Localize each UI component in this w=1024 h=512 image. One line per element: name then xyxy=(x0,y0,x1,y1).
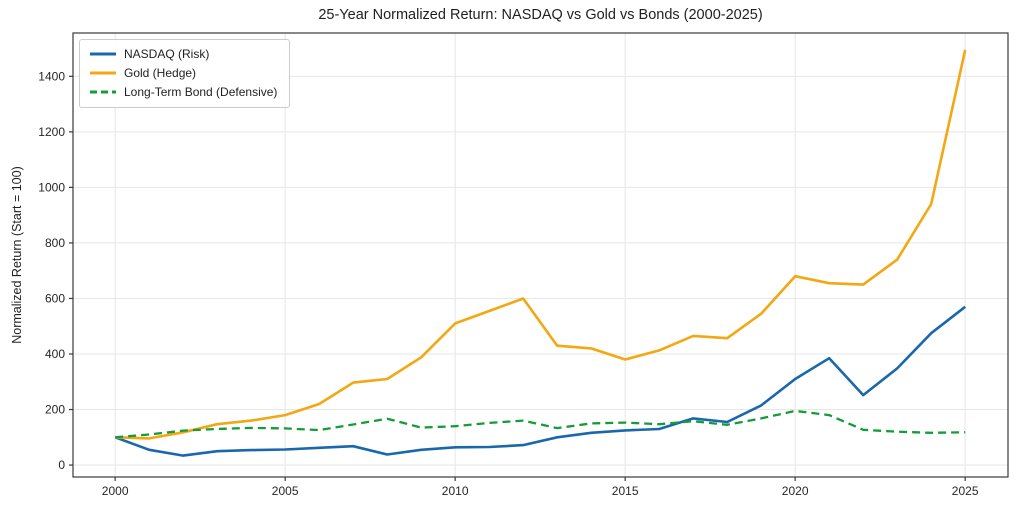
legend-line-swatch xyxy=(90,52,116,56)
series-line-gold-hedge xyxy=(115,49,967,440)
legend: NASDAQ (Risk) Gold (Hedge) Long-Term Bond … xyxy=(79,39,291,108)
x-tick-label: 2020 xyxy=(782,484,809,498)
y-tick-label: 600 xyxy=(45,291,65,305)
chart-title: 25-Year Normalized Return: NASDAQ vs Gol… xyxy=(318,7,763,23)
y-tick-label: 400 xyxy=(45,347,65,361)
series-line-long-term-bond-defensive xyxy=(115,409,966,439)
legend-item: NASDAQ (Risk) xyxy=(90,47,277,61)
y-tick-label: 0 xyxy=(58,458,65,472)
plot-border xyxy=(72,32,1009,478)
series-line-nasdaq-risk xyxy=(114,305,966,457)
x-tick-label: 2010 xyxy=(442,484,469,498)
legend-item: Long-Term Bond (Defensive) xyxy=(90,85,277,99)
x-tick-label: 2025 xyxy=(952,484,979,498)
x-tick-label: 2000 xyxy=(102,484,129,498)
y-tick-label: 1000 xyxy=(38,180,65,194)
legend-label: NASDAQ (Risk) xyxy=(124,47,210,61)
x-tick-label: 2005 xyxy=(272,484,299,498)
y-tick-label: 800 xyxy=(45,236,65,250)
y-tick-label: 1400 xyxy=(38,69,65,83)
x-tick-label: 2015 xyxy=(612,484,639,498)
legend-line-swatch xyxy=(90,90,116,94)
legend-label: Long-Term Bond (Defensive) xyxy=(124,85,278,99)
y-tick-label: 1200 xyxy=(38,125,65,139)
legend-line-swatch xyxy=(90,71,116,75)
y-tick-label: 200 xyxy=(45,403,65,417)
legend-label: Gold (Hedge) xyxy=(124,66,197,80)
legend-item: Gold (Hedge) xyxy=(90,66,277,80)
